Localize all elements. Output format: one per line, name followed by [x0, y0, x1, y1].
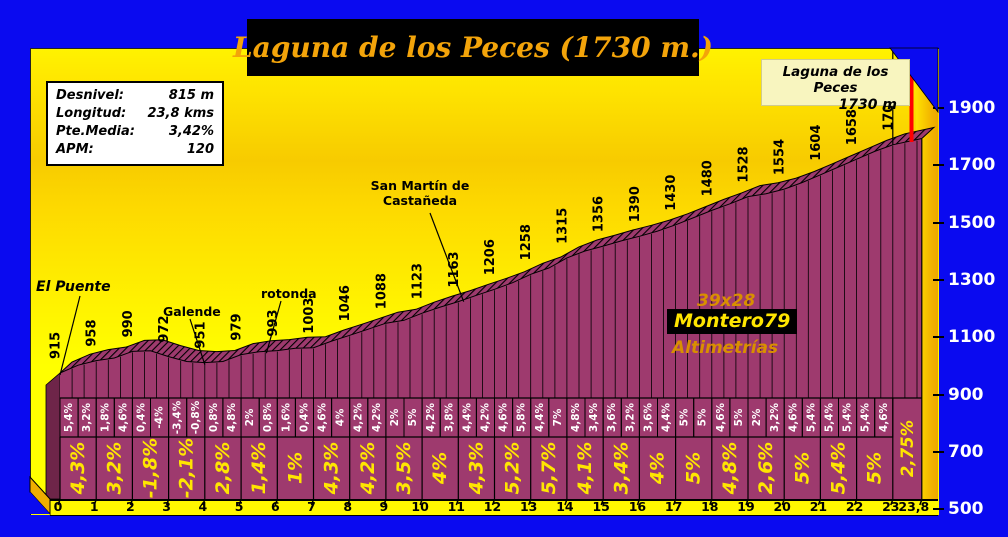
- summit-name: Laguna de los Peces: [782, 64, 889, 96]
- stat-label: APM:: [56, 142, 94, 157]
- stat-row: Longitud: 23,8 kms: [56, 105, 214, 123]
- y-axis-tick: [933, 164, 944, 167]
- watermark-gearing: 39x28: [697, 291, 756, 311]
- watermark-site: Altimetrías: [672, 338, 779, 358]
- y-axis-label: 1300: [948, 269, 996, 290]
- y-axis-label: 900: [948, 384, 984, 405]
- stat-value: 3,42%: [168, 124, 214, 139]
- stat-row: Pte.Media: 3,42%: [56, 123, 214, 141]
- plot-right-gold-band: [916, 48, 938, 514]
- y-axis-tick: [933, 393, 944, 396]
- title-banner: Laguna de los Peces (1730 m.): [233, 19, 713, 76]
- y-axis-tick: [933, 107, 944, 109]
- y-axis-label: 1900: [948, 98, 996, 118]
- stat-row: Desnivel: 815 m: [56, 87, 214, 105]
- y-axis-label: 500: [948, 499, 984, 520]
- y-axis-label: 700: [948, 441, 984, 462]
- stat-row: APM: 120: [56, 141, 214, 159]
- landmark-rotonda: rotonda: [261, 286, 317, 301]
- stat-label: Pte.Media:: [56, 124, 135, 139]
- stats-box: Desnivel: 815 m Longitud: 23,8 kms Pte.M…: [46, 81, 224, 166]
- page-title: Laguna de los Peces (1730 m.): [232, 31, 714, 64]
- y-axis-tick: [933, 508, 944, 511]
- stat-value: 815 m: [168, 88, 214, 103]
- landmark-san-martin: San Martín de Castañeda: [370, 178, 470, 208]
- y-axis-tick: [933, 221, 944, 224]
- y-axis-tick: [933, 450, 944, 453]
- summit-elevation: 1730 m: [838, 97, 897, 113]
- y-axis-label: 1100: [948, 327, 996, 348]
- x-axis-strip: [50, 499, 938, 516]
- landmark-el-puente: El Puente: [36, 279, 111, 295]
- y-axis-label: 1500: [948, 212, 996, 233]
- y-axis-tick: [933, 336, 944, 339]
- stat-label: Longitud:: [56, 106, 127, 121]
- landmark-galende: Galende: [163, 304, 221, 319]
- summit-label-box: Laguna de los Peces 1730 m: [761, 59, 910, 113]
- watermark-author: Montero79: [667, 309, 798, 334]
- y-axis-label: 1700: [948, 155, 996, 176]
- y-axis-tick: [933, 278, 944, 281]
- stat-label: Desnivel:: [56, 88, 125, 103]
- stat-value: 23,8 kms: [147, 106, 214, 121]
- stat-value: 120: [186, 142, 214, 157]
